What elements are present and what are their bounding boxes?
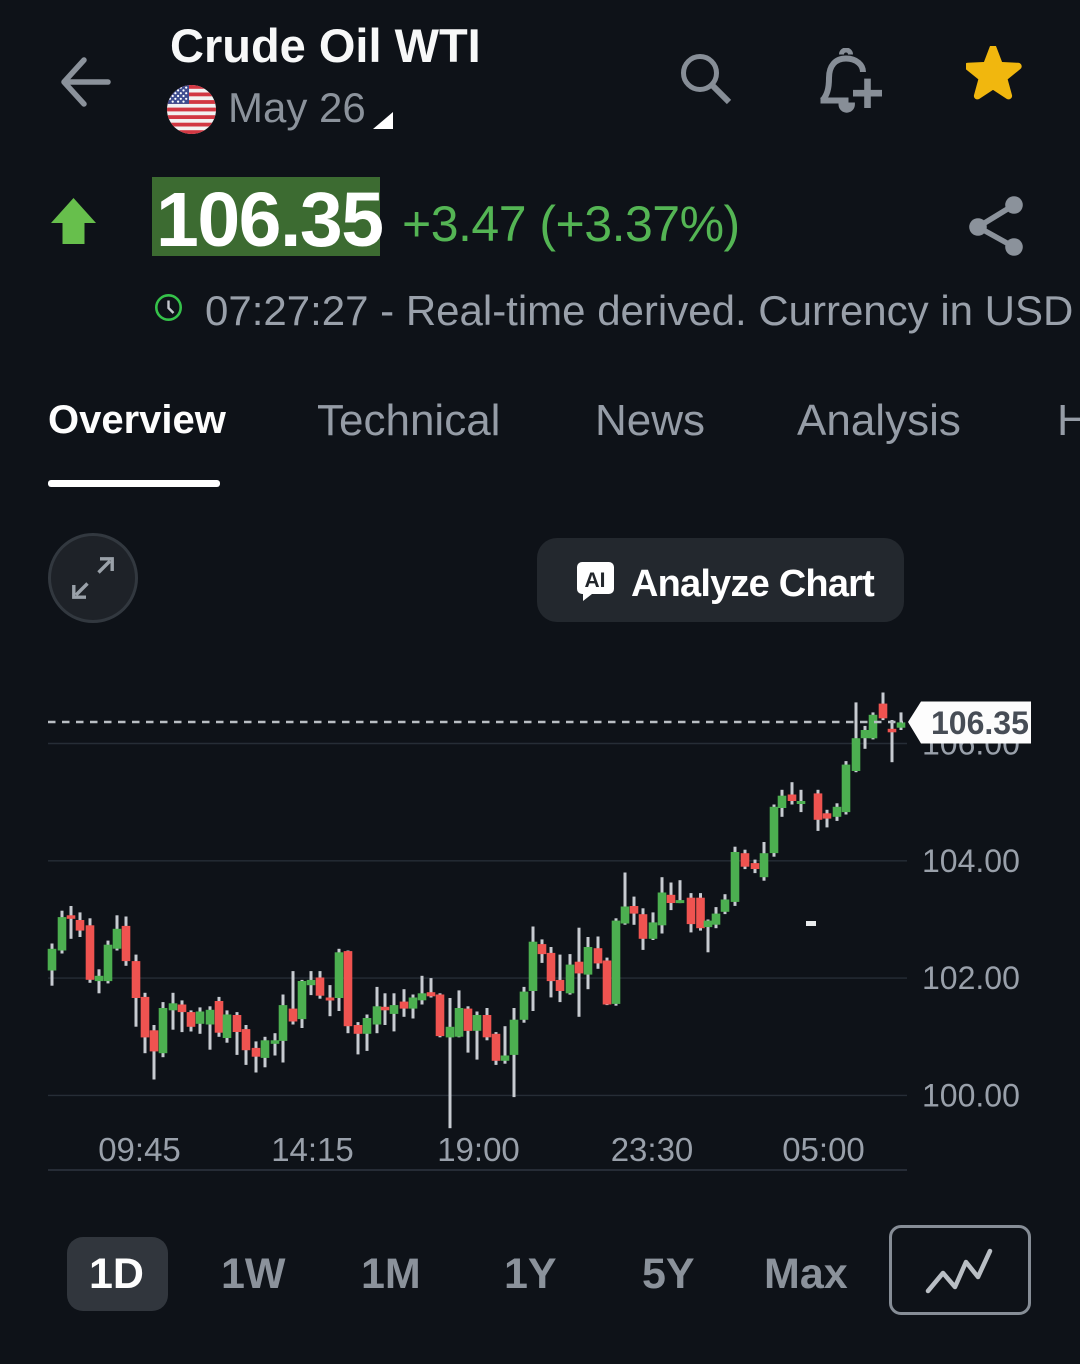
svg-text:09:45: 09:45: [98, 1131, 181, 1168]
svg-text:05:00: 05:00: [782, 1131, 865, 1168]
svg-text:AI: AI: [585, 569, 606, 592]
svg-text:19:00: 19:00: [437, 1131, 520, 1168]
svg-text:102.00: 102.00: [922, 960, 1020, 996]
svg-text:104.00: 104.00: [922, 843, 1020, 879]
svg-text:100.00: 100.00: [922, 1077, 1020, 1113]
svg-text:106.35: 106.35: [931, 705, 1029, 741]
svg-text:23:30: 23:30: [611, 1131, 694, 1168]
svg-text:14:15: 14:15: [271, 1131, 354, 1168]
